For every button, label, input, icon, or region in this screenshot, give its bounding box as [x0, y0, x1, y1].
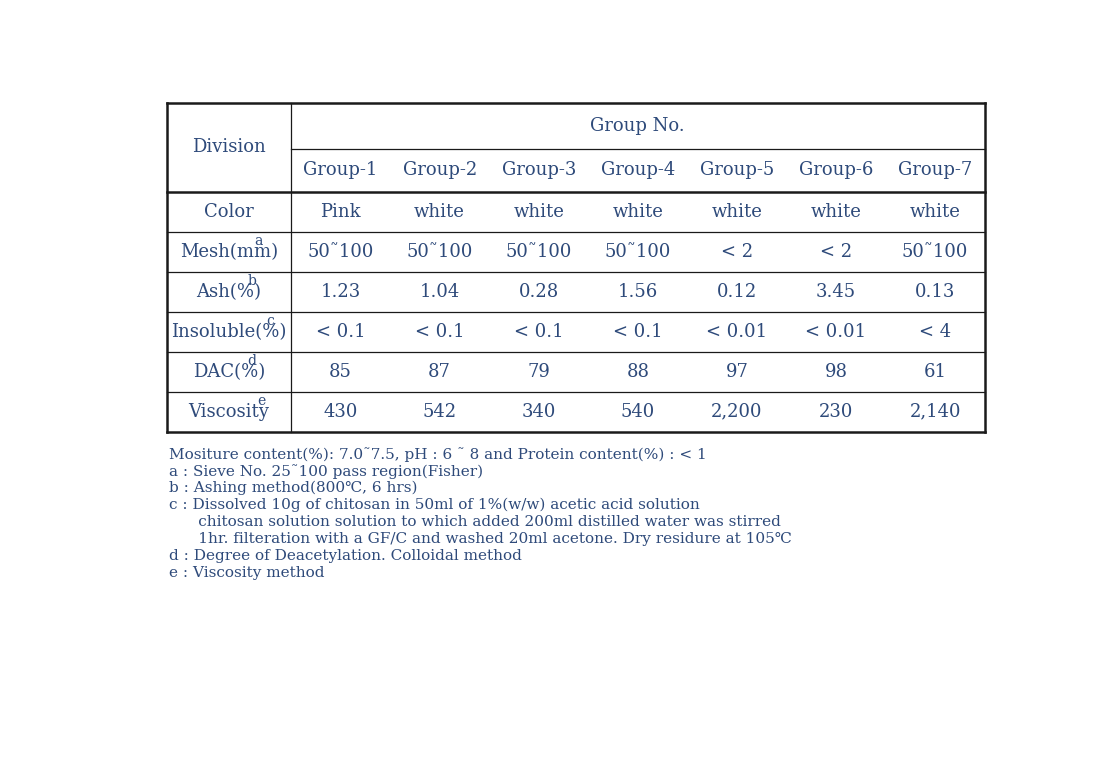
Text: 0.12: 0.12: [717, 283, 758, 301]
Text: chitosan solution solution to which added 200ml distilled water was stirred: chitosan solution solution to which adde…: [169, 515, 780, 529]
Text: Group No.: Group No.: [591, 117, 685, 135]
Text: c : Dissolved 10g of chitosan in 50ml of 1%(w/w) acetic acid solution: c : Dissolved 10g of chitosan in 50ml of…: [169, 498, 699, 512]
Text: white: white: [810, 203, 862, 220]
Text: Mositure content(%): 7.0˜7.5, pH : 6 ˜ 8 and Protein content(%) : < 1: Mositure content(%): 7.0˜7.5, pH : 6 ˜ 8…: [169, 447, 706, 462]
Text: b: b: [247, 274, 256, 288]
Text: 2,140: 2,140: [910, 403, 961, 421]
Text: 0.28: 0.28: [518, 283, 558, 301]
Text: 540: 540: [621, 403, 655, 421]
Text: 542: 542: [423, 403, 457, 421]
Text: 88: 88: [627, 363, 649, 381]
Text: white: white: [612, 203, 664, 220]
Text: 79: 79: [527, 363, 551, 381]
Text: 230: 230: [819, 403, 853, 421]
Text: white: white: [414, 203, 466, 220]
Text: < 0.1: < 0.1: [316, 322, 366, 341]
Text: Color: Color: [204, 203, 254, 220]
Text: a: a: [254, 234, 262, 248]
Text: e: e: [257, 394, 265, 408]
Text: 61: 61: [923, 363, 947, 381]
Text: Ash(%): Ash(%): [197, 283, 262, 301]
Text: < 0.01: < 0.01: [806, 322, 866, 341]
Text: Division: Division: [192, 138, 266, 156]
Text: Group-2: Group-2: [403, 162, 477, 179]
Text: < 0.1: < 0.1: [415, 322, 464, 341]
Text: b : Ashing method(800℃, 6 hrs): b : Ashing method(800℃, 6 hrs): [169, 481, 417, 495]
Text: c: c: [266, 314, 274, 328]
Text: Pink: Pink: [320, 203, 360, 220]
Text: 98: 98: [825, 363, 847, 381]
Text: < 0.01: < 0.01: [706, 322, 768, 341]
Text: 2,200: 2,200: [712, 403, 763, 421]
Text: 85: 85: [329, 363, 352, 381]
Text: Mesh(mm): Mesh(mm): [180, 242, 278, 261]
Text: 1.04: 1.04: [420, 283, 460, 301]
Text: e : Viscosity method: e : Viscosity method: [169, 565, 325, 580]
Text: 340: 340: [521, 403, 556, 421]
Text: 1.56: 1.56: [618, 283, 658, 301]
Text: 50˜100: 50˜100: [604, 242, 671, 261]
Text: 3.45: 3.45: [816, 283, 856, 301]
Text: Group-7: Group-7: [897, 162, 972, 179]
Text: < 2: < 2: [721, 242, 753, 261]
Text: d: d: [247, 354, 256, 368]
Text: 50˜100: 50˜100: [308, 242, 374, 261]
Text: 1hr. filteration with a GF/C and washed 20ml acetone. Dry residure at 105℃: 1hr. filteration with a GF/C and washed …: [169, 532, 791, 546]
Text: 430: 430: [323, 403, 358, 421]
Text: 50˜100: 50˜100: [902, 242, 968, 261]
Text: Group-3: Group-3: [501, 162, 576, 179]
Text: white: white: [514, 203, 564, 220]
Text: < 2: < 2: [820, 242, 852, 261]
Text: Group-6: Group-6: [799, 162, 873, 179]
Text: Group-1: Group-1: [303, 162, 378, 179]
Text: a : Sieve No. 25˜100 pass region(Fisher): a : Sieve No. 25˜100 pass region(Fisher): [169, 464, 482, 479]
Text: 50˜100: 50˜100: [406, 242, 473, 261]
Text: d : Degree of Deacetylation. Colloidal method: d : Degree of Deacetylation. Colloidal m…: [169, 549, 521, 563]
Text: 0.13: 0.13: [915, 283, 956, 301]
Text: white: white: [910, 203, 960, 220]
Text: white: white: [712, 203, 762, 220]
Text: 87: 87: [429, 363, 451, 381]
Text: < 0.1: < 0.1: [514, 322, 564, 341]
Text: < 0.1: < 0.1: [613, 322, 662, 341]
Text: 1.23: 1.23: [320, 283, 360, 301]
Text: < 4: < 4: [919, 322, 951, 341]
Text: 97: 97: [725, 363, 749, 381]
Text: Group-4: Group-4: [601, 162, 675, 179]
Text: 50˜100: 50˜100: [506, 242, 572, 261]
Text: Viscosity: Viscosity: [189, 403, 270, 421]
Text: DAC(%): DAC(%): [192, 363, 265, 381]
Text: Insoluble(%): Insoluble(%): [171, 322, 286, 341]
Text: Group-5: Group-5: [699, 162, 774, 179]
